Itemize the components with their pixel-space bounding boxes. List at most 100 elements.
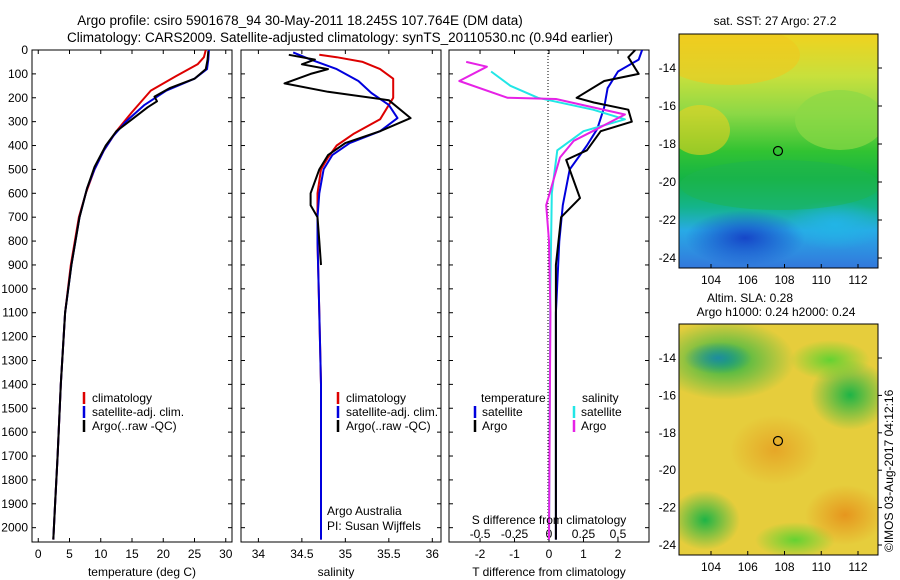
legend-title-salinity: salinity xyxy=(582,391,619,405)
s-tick-label: 0.5 xyxy=(610,527,627,541)
lon-tick-label: 104 xyxy=(701,560,721,574)
lon-tick-label: 112 xyxy=(848,560,867,574)
lat-tick-label: -24 xyxy=(659,538,677,552)
x-tick-label: 35 xyxy=(339,547,353,561)
depth-tick-label: 700 xyxy=(8,210,28,224)
x-tick-label: -1 xyxy=(509,547,520,561)
series-line-argo-raw-qc- xyxy=(283,53,412,266)
s-tick-label: 0.25 xyxy=(572,527,596,541)
argo-australia-label: Argo Australia xyxy=(327,504,402,518)
temperature-tick-labels: 0 5 10 15 20 25 30 xyxy=(35,50,233,561)
sst-lon-ticks: 104 106 108 110 112 xyxy=(701,264,868,287)
x-tick-label: -2 xyxy=(475,547,486,561)
lat-tick-label: -20 xyxy=(659,463,677,477)
legend-label-climatology: climatology xyxy=(92,391,152,405)
lat-tick-label: -18 xyxy=(659,426,677,440)
legend-label-s-argo: Argo xyxy=(581,419,607,433)
x-tick-label: 36 xyxy=(426,547,440,561)
difference-panel: -2 -1 0 1 2 -0.5 -0.25 0 0.25 0.5 T difference f… xyxy=(448,49,650,579)
sst-field xyxy=(679,34,878,268)
lat-tick-label: -16 xyxy=(659,99,677,113)
lon-tick-label: 108 xyxy=(774,273,794,287)
legend-label-t-satellite: satellite xyxy=(482,405,523,419)
difference-xlabel: T difference from climatology xyxy=(472,565,626,579)
x-tick-label: 34 xyxy=(252,547,266,561)
series-line-temperature-argo xyxy=(554,50,640,540)
legend-label-argo: Argo(..raw -QC) xyxy=(346,419,431,433)
lat-tick-label: -14 xyxy=(659,351,677,365)
depth-tick-label: 1100 xyxy=(2,306,28,320)
salinity-xlabel: salinity xyxy=(318,565,355,579)
sla-map-frame xyxy=(678,323,879,556)
depth-tick-label: 1900 xyxy=(1,497,28,511)
salinity-legend: climatology satellite-adj. clim. Argo(..… xyxy=(336,391,438,433)
lon-tick-label: 112 xyxy=(848,273,867,287)
s-tick-label: -0.25 xyxy=(501,527,529,541)
difference-series xyxy=(458,50,644,540)
temperature-series xyxy=(52,50,210,540)
lat-tick-label: -22 xyxy=(659,213,677,227)
salinity-depth-ticks xyxy=(241,49,441,529)
lon-tick-label: 106 xyxy=(738,273,758,287)
legend-title-temperature: temperature xyxy=(481,391,546,405)
legend-label-t-argo: Argo xyxy=(482,419,508,433)
depth-tick-label: 1800 xyxy=(1,473,28,487)
legend-label-satellite: satellite-adj. clim. xyxy=(92,405,184,419)
series-line-salinity-argo xyxy=(458,60,626,540)
lat-tick-label: -24 xyxy=(659,251,677,265)
s-difference-label: S difference from climatology xyxy=(472,513,627,527)
x-tick-label: 34.5 xyxy=(290,547,314,561)
x-tick-label: 2 xyxy=(615,547,622,561)
lon-tick-label: 106 xyxy=(738,560,758,574)
sst-map-frame xyxy=(678,33,879,269)
sla-lat-ticks: -14 -16 -18 -20 -22 -24 xyxy=(659,351,882,552)
lat-tick-label: -22 xyxy=(659,501,677,515)
lon-tick-label: 110 xyxy=(812,273,831,287)
x-tick-label: 0 xyxy=(35,547,42,561)
temperature-axes-box xyxy=(31,49,233,543)
x-tick-label: 35.5 xyxy=(377,547,401,561)
x-tick-label: 20 xyxy=(157,547,171,561)
depth-tick-label: 300 xyxy=(8,115,28,129)
depth-tick-label: 1600 xyxy=(1,425,28,439)
depth-tick-labels: 0 100 200 300 400 500 600 700 800 900 1000 1100 1200… xyxy=(1,43,232,535)
x-tick-label: 25 xyxy=(188,547,202,561)
argo-pi-label: PI: Susan Wijffels xyxy=(327,519,421,533)
sst-argo-marker xyxy=(772,145,784,157)
depth-tick-label: 2000 xyxy=(1,521,28,535)
sla-map-title-line2: Argo h1000: 0.24 h2000: 0.24 xyxy=(697,305,856,319)
sla-argo-marker xyxy=(772,435,784,447)
salinity-series xyxy=(283,51,412,540)
difference-depth-ticks xyxy=(449,49,649,529)
depth-tick-label: 1700 xyxy=(1,449,28,463)
s-tick-label: -0.5 xyxy=(470,527,491,541)
depth-tick-label: 1400 xyxy=(1,377,28,391)
salinity-panel: 34 34.5 35 35.5 36 salinity climatology sate… xyxy=(240,49,442,579)
difference-legend: temperature salinity satellite Argo sate… xyxy=(473,391,622,433)
x-tick-label: 0 xyxy=(546,547,553,561)
figure-title-line1: Argo profile: csiro 5901678_94 30-May-20… xyxy=(77,13,523,28)
lat-tick-label: -14 xyxy=(659,61,677,75)
depth-tick-label: 1200 xyxy=(1,330,28,344)
lon-tick-label: 104 xyxy=(701,273,721,287)
depth-tick-label: 900 xyxy=(8,258,28,272)
legend-label-argo: Argo(..raw -QC) xyxy=(92,419,177,433)
depth-tick-label: 1500 xyxy=(1,401,28,415)
figure-title-line2: Climatology: CARS2009. Satellite-adjuste… xyxy=(67,30,613,45)
depth-tick-label: 1000 xyxy=(1,282,28,296)
lat-tick-label: -16 xyxy=(659,388,677,402)
salinity-tick-labels: 34 34.5 35 35.5 36 xyxy=(252,50,440,561)
temperature-legend: climatology satellite-adj. clim. Argo(..… xyxy=(82,391,184,433)
legend-label-climatology: climatology xyxy=(346,391,406,405)
x-tick-label: 15 xyxy=(125,547,139,561)
x-tick-label: 1 xyxy=(580,547,587,561)
x-tick-label: 30 xyxy=(219,547,233,561)
legend-label-s-satellite: satellite xyxy=(581,405,622,419)
depth-tick-label: 400 xyxy=(8,139,28,153)
t-difference-tick-labels: -2 -1 0 1 2 xyxy=(475,50,622,561)
sla-map-title-line1: Altim. SLA: 0.28 xyxy=(707,291,793,305)
depth-tick-label: 600 xyxy=(8,186,28,200)
x-tick-label: 10 xyxy=(94,547,108,561)
temperature-xlabel: temperature (deg C) xyxy=(88,565,196,579)
temperature-panel: 0100200300400500600700800900100011001200… xyxy=(1,43,232,579)
